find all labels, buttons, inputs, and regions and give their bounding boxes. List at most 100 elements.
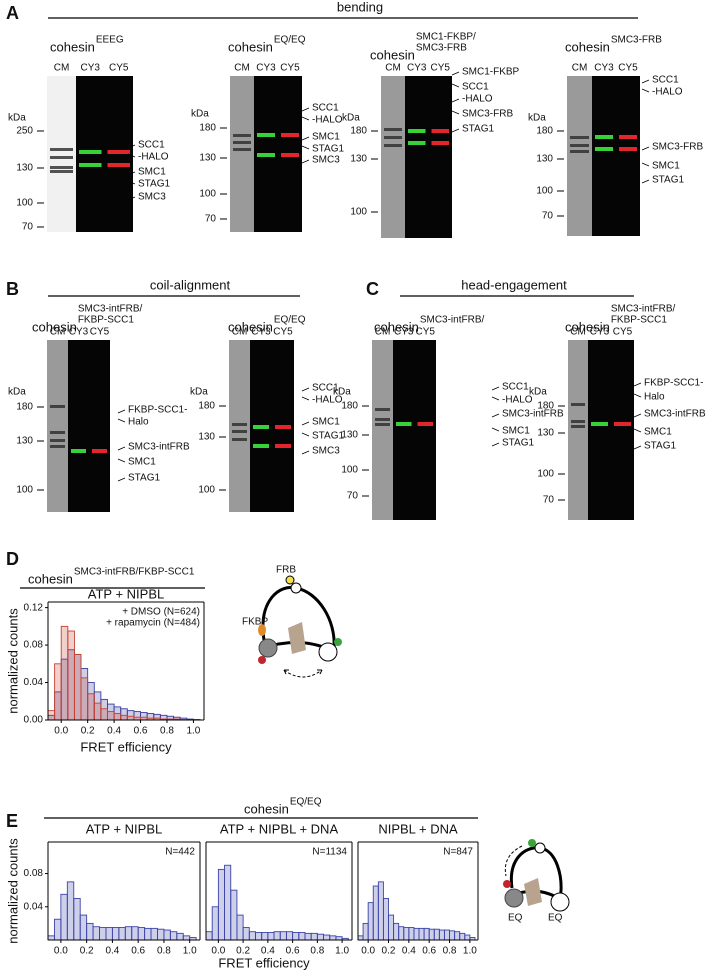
marker-label: 180: [537, 401, 554, 412]
marker-label: 250: [16, 126, 33, 137]
gel-band: [50, 405, 65, 408]
gel-band-cy5: [432, 129, 450, 133]
marker-label: 130: [198, 432, 215, 443]
lane-label: CY3: [251, 327, 271, 338]
histogram-bar: [262, 933, 268, 940]
gel-band: [384, 136, 402, 139]
gel-band: [232, 438, 247, 441]
marker-label: 180: [199, 123, 216, 134]
histogram-bar: [424, 928, 429, 940]
y-axis-label: normalized counts: [5, 838, 20, 944]
marker-label: 130: [537, 428, 554, 439]
x-tick-label: 0.0: [361, 946, 375, 957]
marker-label: 180: [350, 126, 367, 137]
histogram-bar: [274, 932, 280, 940]
frb-dot: [286, 576, 294, 584]
histogram-bar: [93, 927, 99, 940]
histogram-bar: [107, 712, 114, 720]
histogram-bar: [404, 928, 409, 940]
band-connector: [302, 433, 309, 436]
gel-band-cy5: [432, 141, 450, 145]
gel-cm-lane: [47, 76, 76, 232]
band-label: SMC3-intFRB: [128, 442, 190, 453]
band-connector: [492, 414, 499, 417]
marker-label: 180: [536, 126, 553, 137]
histogram-bar: [286, 932, 292, 940]
histogram-bar: [409, 928, 414, 940]
gel-band-cy5: [108, 150, 131, 154]
band-label: SMC3: [312, 446, 340, 457]
x-axis-label: FRET efficiency: [80, 739, 172, 754]
kda-label: kDa: [528, 113, 546, 124]
gel-band-cy3: [257, 133, 275, 137]
gel-cm-lane: [568, 340, 588, 520]
gel-band: [570, 150, 589, 153]
histogram-bar: [378, 882, 383, 940]
panel-letter: C: [366, 279, 379, 299]
x-tick-label: 0.4: [261, 946, 275, 957]
marker-label: 70: [542, 211, 554, 222]
band-label: FKBP-SCC1-: [644, 378, 703, 389]
marker-label: 70: [22, 222, 34, 233]
x-tick-label: 1.0: [183, 946, 197, 957]
legend-entry: + DMSO (N=624): [122, 607, 200, 618]
head: [319, 643, 337, 661]
green-dot: [528, 839, 536, 847]
lane-label: CM: [232, 327, 248, 338]
y-axis-label: normalized counts: [5, 608, 20, 714]
gel-band: [233, 148, 251, 151]
marker-label: 100: [199, 189, 216, 200]
band-connector: [302, 160, 309, 163]
histogram-bar: [164, 930, 170, 940]
histogram-bar: [389, 915, 394, 940]
band-label: STAG1: [652, 175, 684, 186]
histogram-bar: [206, 932, 212, 940]
panel-heading: head-engagement: [461, 277, 567, 292]
title-sup: SMC3-intFRB/FKBP-SCC1: [74, 567, 195, 578]
histogram-bar: [444, 930, 449, 940]
histogram-bar: [67, 882, 73, 940]
histogram-bar: [112, 928, 118, 940]
gel-band: [570, 144, 589, 147]
chart-subtitle: ATP + NIPBL + DNA: [220, 821, 339, 836]
band-label: SMC1: [138, 167, 166, 178]
gel-fluor-lanes: [592, 76, 640, 236]
band-label: -HALO: [312, 115, 343, 126]
histogram-bar: [74, 898, 80, 940]
band-connector: [452, 99, 459, 102]
band-label: SMC3-FRB: [462, 109, 513, 120]
histogram-bar: [127, 716, 134, 720]
gel-band: [50, 439, 65, 442]
histogram-bar: [106, 928, 112, 940]
gel-band-cy3: [595, 147, 613, 151]
gel-band: [571, 425, 585, 428]
x-tick-label: 0.6: [286, 946, 300, 957]
marker-label: 130: [536, 154, 553, 165]
x-tick-label: 1.0: [335, 946, 349, 957]
gel-band-cy3: [79, 150, 102, 154]
gel-band: [50, 431, 65, 434]
marker-label: 130: [16, 163, 33, 174]
lane-label: CY5: [109, 63, 129, 74]
x-tick-label: 0.2: [81, 726, 95, 737]
y-tick-label: 0.08: [24, 868, 44, 879]
lane-label: CY5: [618, 63, 638, 74]
red-dot: [503, 880, 511, 888]
marker-label: 180: [341, 401, 358, 412]
y-tick-label: 0.04: [24, 677, 44, 688]
histogram-bar: [61, 626, 68, 720]
histogram-bar: [465, 935, 470, 940]
band-connector: [118, 410, 125, 413]
marker-label: 100: [16, 485, 33, 496]
band-connector: [302, 451, 309, 454]
histogram-bar: [368, 903, 373, 940]
gel-fluor-lanes: [393, 340, 436, 520]
kda-label: kDa: [191, 109, 209, 120]
histogram-bar: [87, 923, 93, 940]
histogram-bar: [114, 713, 121, 720]
x-tick-label: 0.2: [80, 946, 94, 957]
gel-band-cy5: [619, 147, 637, 151]
lane-label: CY3: [590, 327, 610, 338]
gel-cm-lane: [230, 76, 254, 232]
